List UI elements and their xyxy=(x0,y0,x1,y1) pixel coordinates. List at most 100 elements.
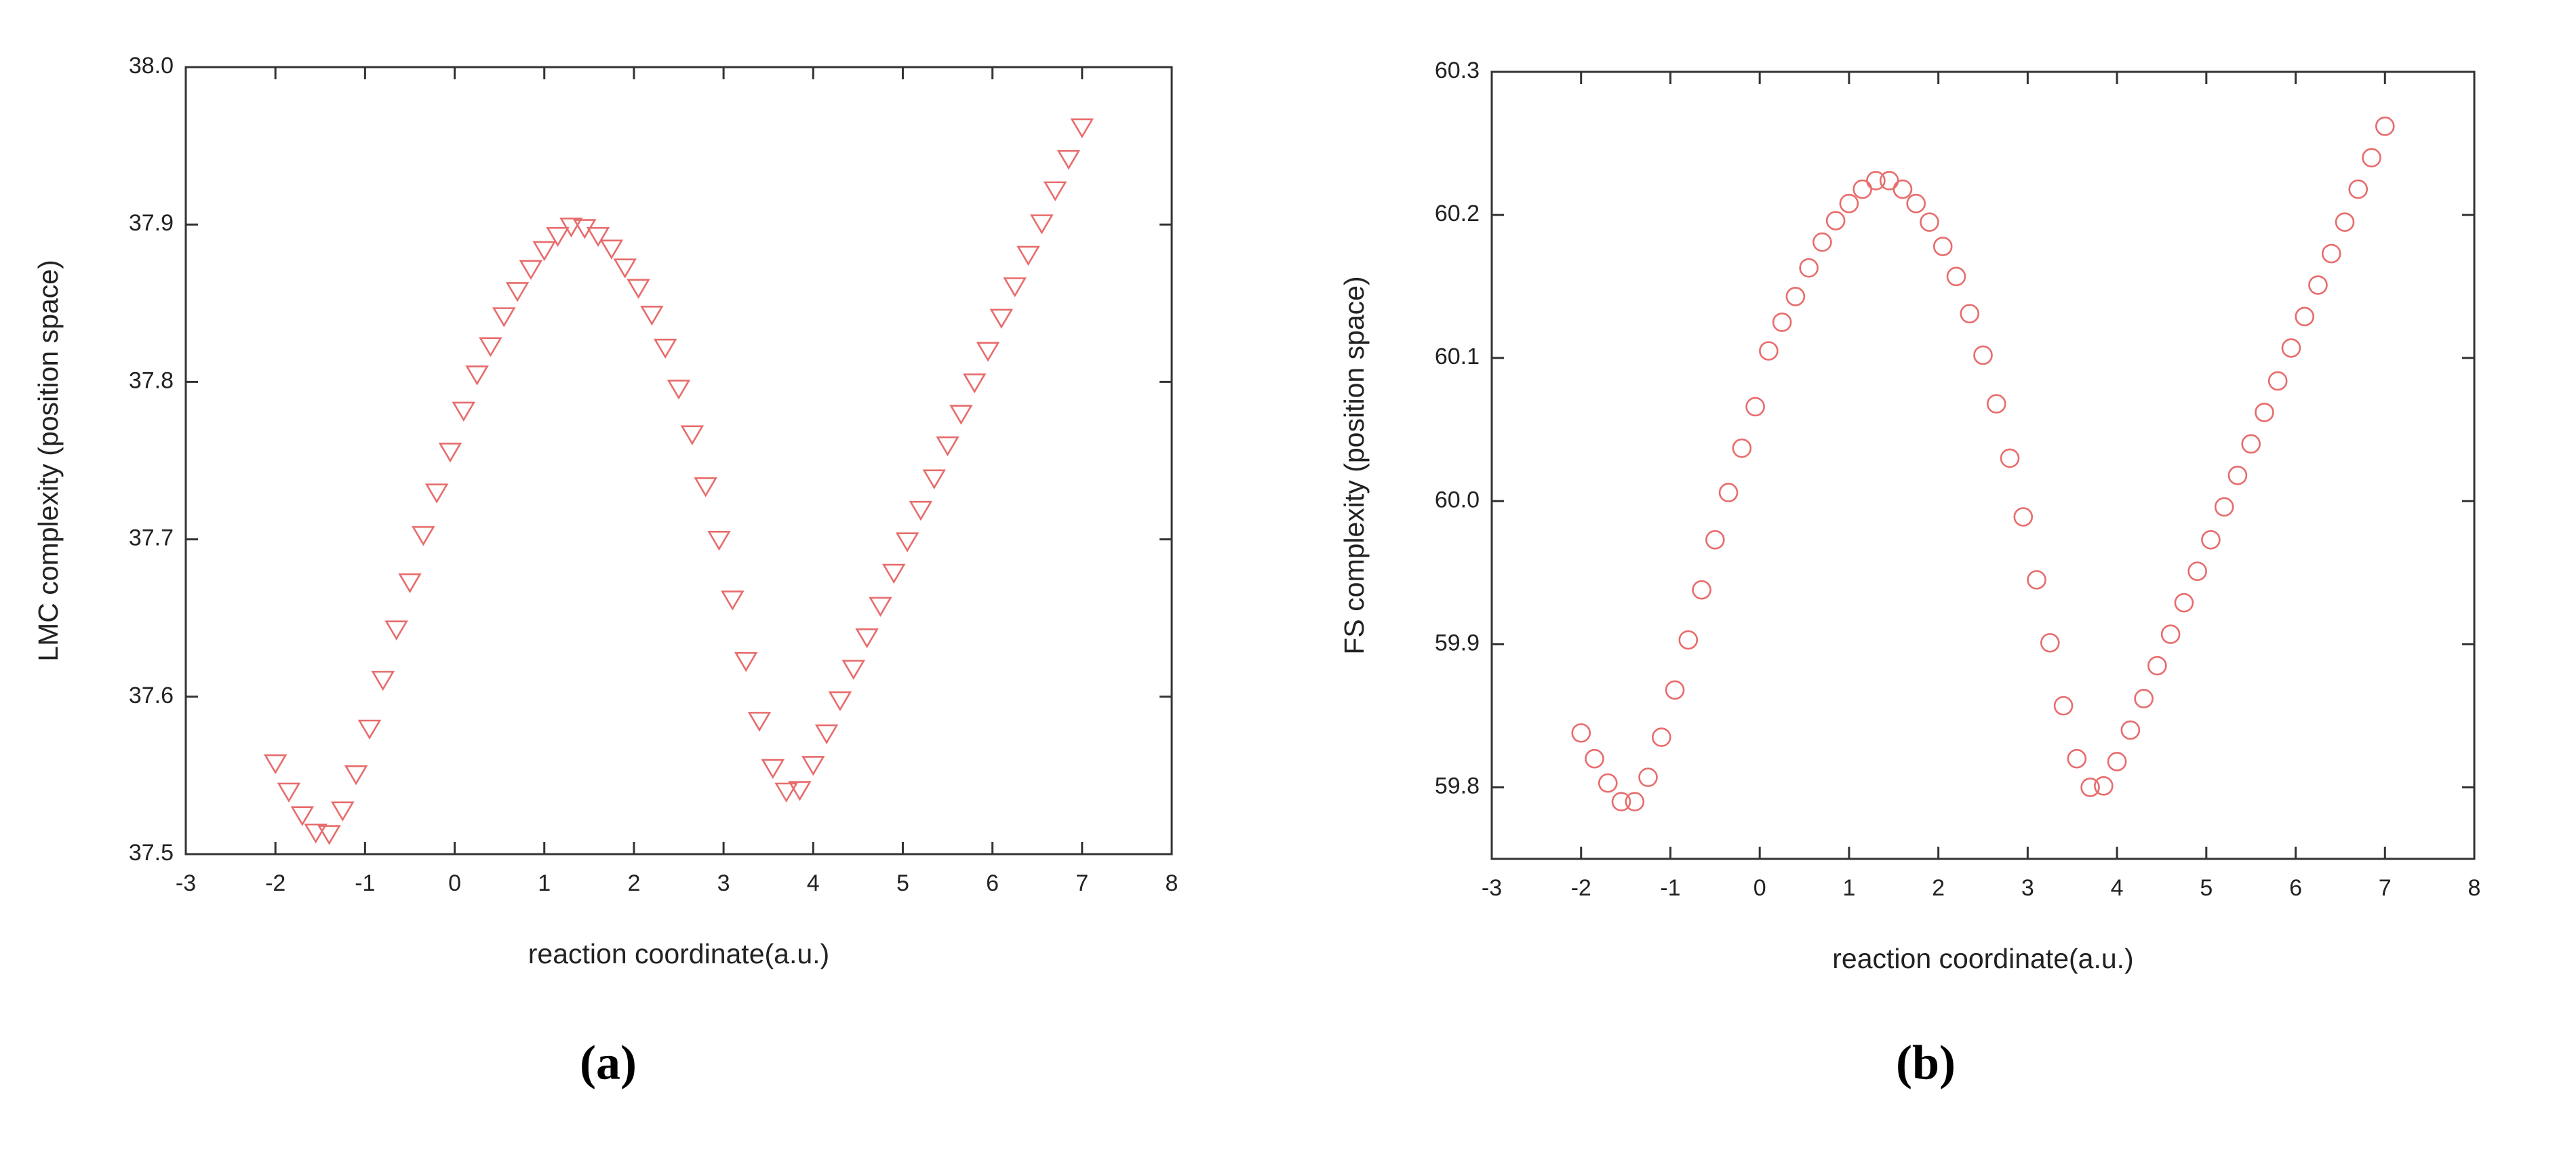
x-tick-label: 0 xyxy=(448,870,461,896)
x-tick-label: 0 xyxy=(1753,875,1766,901)
plot-frame xyxy=(184,66,1173,855)
marker xyxy=(1920,212,1939,232)
marker xyxy=(290,806,315,826)
y-axis-title: FS complexity (position space) xyxy=(1339,276,1370,654)
marker xyxy=(1665,680,1685,700)
x-tick-label: 3 xyxy=(2021,875,2034,901)
marker xyxy=(2134,689,2154,708)
marker xyxy=(734,651,758,672)
marker xyxy=(2013,507,2034,527)
marker xyxy=(1759,341,1779,361)
x-tick-label: 6 xyxy=(2289,875,2302,901)
marker xyxy=(357,719,382,740)
x-tick-label: 5 xyxy=(2200,875,2213,901)
marker xyxy=(2308,275,2328,295)
x-tick-label: 8 xyxy=(1166,870,1178,896)
x-tick-label: 2 xyxy=(627,870,640,896)
x-axis-title: reaction coordinate(a.u.) xyxy=(1832,943,2133,974)
marker xyxy=(532,241,557,262)
marker xyxy=(263,754,288,775)
marker xyxy=(627,279,650,299)
marker xyxy=(1003,277,1027,298)
y-tick-label: 37.5 xyxy=(129,840,174,866)
marker xyxy=(2321,243,2341,264)
x-tick-label: 1 xyxy=(538,870,551,896)
marker xyxy=(1852,179,1872,199)
marker xyxy=(1732,438,1752,458)
marker xyxy=(2375,116,2395,136)
marker xyxy=(2040,632,2060,653)
marker xyxy=(559,217,583,238)
marker xyxy=(1625,792,1645,811)
marker xyxy=(412,526,435,546)
marker xyxy=(694,477,717,498)
marker xyxy=(788,781,812,801)
y-tick-label: 37.9 xyxy=(129,210,174,236)
marker xyxy=(331,801,355,822)
x-tick-label: 7 xyxy=(2379,875,2392,901)
marker xyxy=(599,239,624,260)
marker xyxy=(2094,776,2114,796)
marker xyxy=(1043,181,1067,201)
x-tick-label: -2 xyxy=(1571,875,1591,901)
x-tick-label: 7 xyxy=(1075,870,1088,896)
marker xyxy=(895,532,919,552)
marker xyxy=(1571,723,1591,743)
y-tick-label: 60.3 xyxy=(1435,58,1480,83)
marker xyxy=(424,483,449,504)
y-tick-label: 38.0 xyxy=(129,53,174,79)
y-axis-title: LMC complexity (position space) xyxy=(33,260,64,661)
marker xyxy=(2281,338,2301,358)
x-tick-label: 2 xyxy=(1932,875,1945,901)
marker xyxy=(505,282,530,302)
marker xyxy=(721,590,745,611)
y-tick-label: 37.8 xyxy=(129,367,174,393)
x-tick-label: -2 xyxy=(265,870,285,896)
panel-label: (a) xyxy=(580,1036,637,1090)
marker xyxy=(828,691,852,712)
marker xyxy=(2335,212,2355,232)
marker xyxy=(384,620,408,641)
marker xyxy=(2201,529,2221,550)
x-tick-label: 6 xyxy=(986,870,999,896)
marker xyxy=(1825,211,1846,230)
marker xyxy=(1056,150,1081,170)
x-axis-title: reaction coordinate(a.u.) xyxy=(528,938,829,969)
marker xyxy=(2241,434,2261,454)
marker xyxy=(452,401,476,422)
marker xyxy=(2187,561,2207,582)
x-tick-label: -3 xyxy=(1482,875,1502,901)
marker xyxy=(344,765,368,786)
plot-frame xyxy=(1490,71,2476,860)
marker xyxy=(1651,727,1671,747)
marker xyxy=(1946,266,1966,287)
marker xyxy=(2120,720,2141,740)
marker xyxy=(761,759,785,780)
marker xyxy=(1598,773,1618,793)
marker xyxy=(2267,371,2288,391)
marker xyxy=(613,258,637,279)
marker xyxy=(317,825,341,845)
marker xyxy=(2053,696,2074,716)
marker xyxy=(492,307,516,327)
marker xyxy=(2214,497,2234,517)
marker xyxy=(1973,345,1993,365)
marker xyxy=(1705,529,1725,550)
marker xyxy=(2000,448,2020,468)
x-tick-label: 1 xyxy=(1842,875,1855,901)
marker xyxy=(1986,394,2006,414)
marker xyxy=(2295,306,2315,327)
series xyxy=(1571,116,2395,811)
marker xyxy=(2255,403,2274,422)
marker xyxy=(2067,748,2087,769)
marker xyxy=(1638,767,1658,787)
marker xyxy=(1016,245,1040,266)
marker xyxy=(2174,592,2194,613)
marker xyxy=(936,436,959,457)
marker xyxy=(1611,792,1631,811)
x-tick-label: -1 xyxy=(355,870,375,896)
marker xyxy=(1070,118,1094,139)
marker xyxy=(1933,237,1953,256)
marker xyxy=(546,226,570,247)
